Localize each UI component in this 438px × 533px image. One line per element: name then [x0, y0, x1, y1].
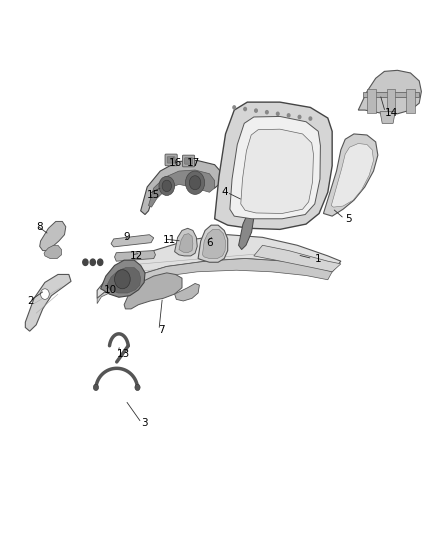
Text: 9: 9 — [123, 232, 130, 243]
Text: 2: 2 — [28, 296, 34, 306]
Circle shape — [309, 117, 312, 120]
Polygon shape — [141, 160, 221, 215]
Circle shape — [90, 259, 95, 265]
Polygon shape — [115, 251, 155, 261]
Text: 7: 7 — [158, 325, 165, 335]
Circle shape — [41, 289, 49, 300]
Polygon shape — [323, 134, 378, 216]
Circle shape — [244, 108, 247, 111]
Circle shape — [287, 114, 290, 117]
Text: 13: 13 — [117, 349, 130, 359]
Text: 12: 12 — [130, 251, 143, 261]
Text: 3: 3 — [141, 418, 147, 428]
Text: 5: 5 — [345, 214, 352, 224]
Polygon shape — [406, 89, 415, 113]
Polygon shape — [40, 221, 66, 251]
Text: 17: 17 — [186, 158, 200, 168]
Polygon shape — [239, 214, 254, 249]
Polygon shape — [175, 228, 197, 256]
Polygon shape — [364, 92, 419, 97]
Circle shape — [233, 106, 236, 109]
Polygon shape — [202, 229, 226, 259]
Circle shape — [189, 176, 201, 190]
Polygon shape — [97, 259, 332, 304]
Polygon shape — [25, 274, 71, 331]
Polygon shape — [380, 112, 395, 123]
Circle shape — [83, 259, 88, 265]
Polygon shape — [107, 268, 141, 293]
Circle shape — [135, 384, 140, 391]
FancyBboxPatch shape — [167, 157, 175, 163]
Polygon shape — [111, 235, 154, 247]
FancyBboxPatch shape — [183, 155, 194, 167]
Text: 14: 14 — [385, 108, 398, 118]
Polygon shape — [44, 245, 61, 259]
Polygon shape — [230, 116, 321, 219]
Polygon shape — [124, 273, 182, 309]
Polygon shape — [331, 143, 374, 207]
Polygon shape — [241, 129, 314, 214]
Polygon shape — [101, 260, 145, 297]
Polygon shape — [215, 102, 332, 229]
Text: 4: 4 — [221, 187, 228, 197]
Polygon shape — [175, 284, 199, 301]
Circle shape — [254, 109, 257, 112]
FancyBboxPatch shape — [185, 158, 192, 164]
Text: 10: 10 — [104, 285, 117, 295]
Circle shape — [185, 171, 205, 195]
Text: 1: 1 — [315, 254, 321, 263]
Polygon shape — [179, 233, 193, 253]
Circle shape — [98, 259, 103, 265]
Polygon shape — [198, 225, 228, 262]
Text: 6: 6 — [206, 238, 212, 248]
Text: 11: 11 — [162, 235, 176, 245]
Text: 16: 16 — [169, 158, 182, 168]
Circle shape — [162, 180, 171, 192]
Text: 8: 8 — [36, 222, 43, 232]
Circle shape — [115, 270, 130, 289]
Circle shape — [265, 111, 268, 114]
Circle shape — [276, 112, 279, 115]
Circle shape — [298, 115, 301, 118]
FancyBboxPatch shape — [165, 154, 177, 166]
Polygon shape — [387, 89, 395, 113]
Polygon shape — [148, 170, 215, 207]
Polygon shape — [358, 70, 421, 114]
Polygon shape — [254, 245, 341, 272]
Polygon shape — [97, 235, 341, 298]
Text: 15: 15 — [147, 190, 160, 200]
Polygon shape — [367, 89, 376, 113]
Circle shape — [159, 176, 175, 196]
Circle shape — [93, 384, 99, 391]
